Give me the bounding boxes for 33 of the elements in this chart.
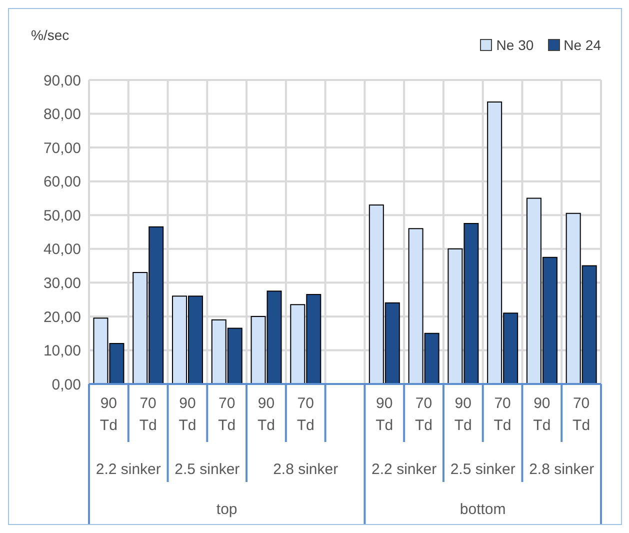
- y-tick-label: 10,00: [43, 342, 81, 360]
- y-tick-label: 80,00: [43, 106, 81, 124]
- text: 2.2 sinker: [372, 461, 437, 478]
- legend-label: Ne 24: [562, 37, 601, 53]
- text: 2.2 sinker: [96, 461, 161, 478]
- x-tick-label: 90 Td: [533, 395, 551, 434]
- text: 2.8 sinker: [273, 461, 338, 478]
- x-tick-label: 70 Td: [296, 395, 314, 434]
- y-tick-label: 20,00: [43, 308, 81, 326]
- y-tick-label: 40,00: [43, 241, 81, 258]
- legend-label: Ne 30: [495, 37, 534, 53]
- x-tick-label: 90 Td: [454, 395, 472, 434]
- x-tick-label: 90 Td: [178, 395, 196, 434]
- text: 2.5 sinker: [450, 461, 516, 478]
- y-tick-label: 0,00: [52, 376, 81, 394]
- x-tick-label: 70 Td: [139, 395, 157, 434]
- y-axis-title: %/sec: [31, 27, 70, 43]
- x-tick-label: 90 Td: [100, 395, 118, 434]
- x-tick-label: 70 Td: [415, 395, 433, 434]
- x-tick-label: 70 Td: [572, 395, 590, 434]
- text: bottom: [460, 501, 506, 518]
- text: 2.5 sinker: [174, 461, 240, 478]
- y-tick-label: 30,00: [43, 274, 81, 292]
- y-tick-label: 90,00: [43, 72, 81, 90]
- y-tick-label: 50,00: [43, 207, 81, 224]
- x-tick-label: 90 Td: [376, 395, 394, 434]
- y-tick-label: 70,00: [43, 140, 81, 157]
- y-tick-label: 60,00: [43, 174, 81, 191]
- text: top: [216, 501, 238, 518]
- x-tick-label: 70 Td: [218, 395, 236, 434]
- x-tick-label: 70 Td: [494, 395, 512, 434]
- text: 2.8 sinker: [529, 461, 594, 478]
- x-tick-label: 90 Td: [257, 395, 275, 434]
